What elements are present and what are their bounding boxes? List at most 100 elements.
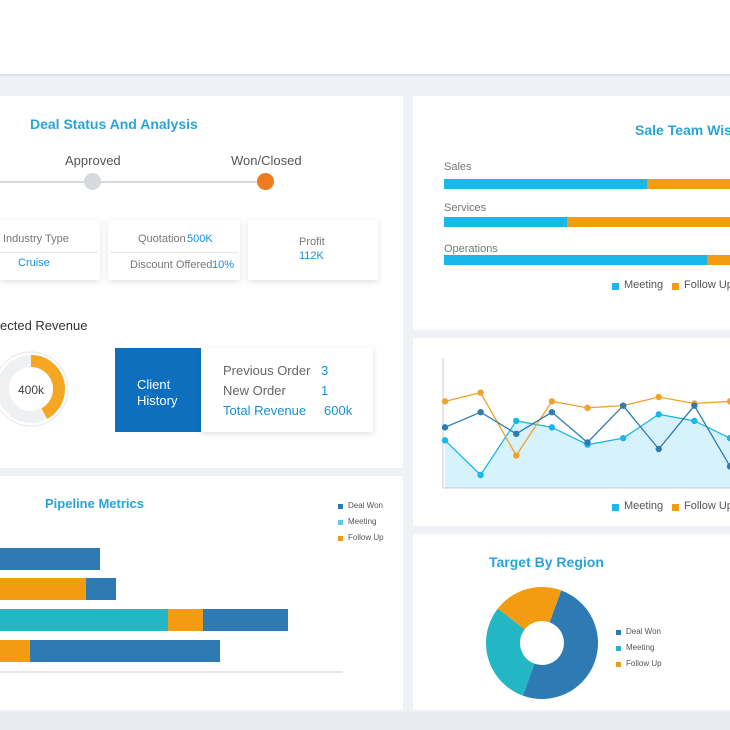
pipeline-bar-follow-up [0, 640, 30, 662]
followup-series-point [477, 389, 484, 396]
profit-label: Profit [299, 236, 325, 248]
sale-team-row-label: Operations [444, 243, 498, 255]
quotation-label: Quotation [138, 233, 186, 245]
deal-series-point [655, 445, 662, 453]
stage-approved-label: Approved [65, 153, 121, 168]
services-followup-bar [567, 217, 730, 227]
meeting-series-point [513, 417, 520, 425]
top-header-bar [0, 0, 730, 76]
meeting-series-point [548, 424, 556, 431]
region-legend-followup-swatch [616, 662, 621, 667]
quotation-value: 500K [187, 233, 213, 245]
linechart-legend-meeting-label: Meeting [624, 500, 664, 512]
pipeline-bar-deal-won [30, 640, 220, 662]
sale-team-title: Sale Team Wis [635, 122, 730, 138]
legend-meeting-swatch [612, 283, 619, 290]
deal-series-point [691, 402, 698, 409]
industry-type-label: Industry Type [3, 233, 69, 245]
pipeline-bar-follow-up [0, 578, 86, 600]
operations-meeting-bar [444, 255, 707, 265]
followup-series-point [513, 452, 520, 459]
deal-series-point [513, 430, 520, 438]
legend-followup-label: Follow Up [684, 279, 730, 291]
meeting-series-point [441, 437, 449, 444]
operations-followup-bar [707, 255, 730, 265]
followup-series-point [441, 398, 449, 405]
deal-series-point [548, 408, 556, 416]
client-history-line2: History [137, 393, 178, 408]
deal-series-point [477, 408, 484, 416]
new-order-value: 1 [321, 383, 329, 398]
legend-meeting-label: Meeting [624, 279, 664, 291]
pipeline-bar-deal-won [0, 548, 100, 570]
sale-team-row-label: Services [444, 202, 487, 214]
stage-approved-dot[interactable] [84, 173, 101, 190]
revenue-donut [0, 351, 69, 427]
sales-followup-bar [647, 179, 730, 189]
stage-won-closed-dot[interactable] [257, 173, 274, 190]
revenue-donut-fill [0, 355, 65, 423]
client-history-card [201, 348, 373, 432]
pipeline-legend-followup-label: Follow Up [348, 533, 384, 542]
profit-value: 112K [299, 250, 324, 262]
deal-stage-track [0, 181, 270, 183]
sale-team-row-label: Sales [444, 161, 472, 173]
region-slice-meeting [486, 608, 535, 696]
pipeline-bar-meeting [0, 609, 168, 631]
pipeline-legend-meeting-label: Meeting [348, 517, 377, 526]
client-history-line1: Client [137, 377, 171, 392]
followup-series-point [548, 398, 556, 405]
industry-card [0, 220, 100, 280]
followup-series-point [655, 393, 662, 401]
meeting-area-fill [445, 414, 730, 488]
services-meeting-bar [444, 217, 567, 227]
region-legend-dealwon-swatch [616, 630, 621, 635]
region-legend-followup-label: Follow Up [626, 659, 662, 668]
legend-followup-swatch [672, 283, 679, 290]
pipeline-legend-dealwon-label: Deal Won [348, 501, 383, 510]
pipeline-legend-followup-swatch [338, 536, 343, 541]
meeting-series-point [691, 417, 698, 425]
sales-meeting-bar [444, 179, 647, 189]
quotation-card [108, 220, 240, 280]
region-slice-follow-up [497, 587, 562, 630]
line-chart-panel [413, 338, 730, 526]
region-legend-dealwon-label: Deal Won [626, 627, 661, 636]
discount-label: Discount Offered [130, 259, 213, 271]
followup-series-point [726, 398, 730, 405]
pipeline-chart [0, 548, 343, 673]
pipeline-bar-deal-won [86, 578, 116, 600]
previous-order-label: Previous Order [223, 363, 311, 378]
deal-status-title: Deal Status And Analysis [30, 116, 198, 132]
deal-series-point [619, 402, 627, 409]
quotation-divider [110, 252, 238, 253]
previous-order-value: 3 [321, 363, 329, 378]
new-order-label: New Order [223, 383, 286, 398]
region-legend-meeting-label: Meeting [626, 643, 655, 652]
followup-series-point [584, 404, 591, 412]
region-legend-meeting-swatch [616, 646, 621, 651]
linechart-legend-meeting-swatch [612, 504, 619, 511]
linechart-legend-followup-swatch [672, 504, 679, 511]
total-revenue-label: Total Revenue [223, 403, 307, 418]
pipeline-bar-follow-up [168, 609, 203, 631]
meeting-series-point [477, 471, 484, 479]
stage-won-closed-label: Won/Closed [231, 153, 302, 168]
sale-team-panel [413, 96, 730, 330]
deal-series-point [726, 463, 730, 470]
profit-card [248, 220, 378, 280]
bottom-strip [0, 712, 730, 730]
pipeline-bar-deal-won [203, 609, 288, 631]
deal-series-point [441, 424, 449, 431]
pipeline-legend-meeting-swatch [338, 520, 343, 525]
meeting-series-point [655, 411, 662, 418]
total-revenue-value: 600k [324, 403, 353, 418]
target-region-title: Target By Region [489, 554, 604, 570]
meeting-series-point [726, 434, 730, 442]
region-slice-deal-won [522, 590, 598, 699]
industry-value: Cruise [18, 257, 50, 269]
linechart-legend-followup-label: Follow Up [684, 500, 730, 512]
target-region-donut [486, 587, 598, 699]
industry-divider [0, 252, 98, 253]
client-history-button[interactable]: Client History [115, 348, 201, 432]
